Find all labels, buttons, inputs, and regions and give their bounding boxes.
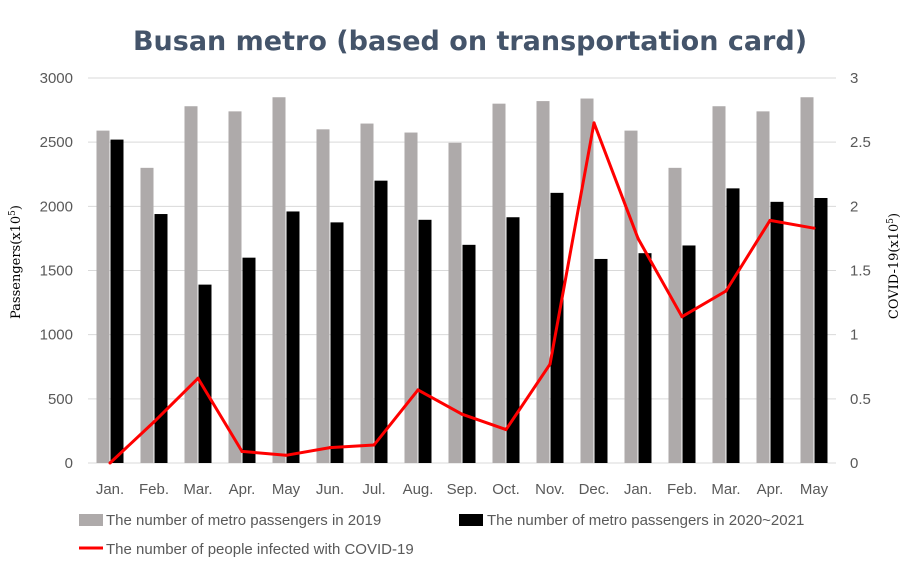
y-axis-ticks: 0 500 1000 1500 2000 2500 3000 bbox=[40, 70, 73, 472]
legend-label-2020-2021: The number of metro passengers in 2020~2… bbox=[487, 512, 804, 529]
bar-2019 bbox=[624, 130, 638, 463]
y2-tick-label: 1 bbox=[850, 327, 858, 344]
covid-point bbox=[812, 226, 816, 230]
bar-2019 bbox=[800, 97, 814, 463]
bar-2020-2021 bbox=[198, 284, 212, 463]
bar-2020-2021 bbox=[770, 201, 784, 463]
bar-2020-2021 bbox=[726, 188, 740, 463]
bar-2019 bbox=[712, 106, 726, 463]
covid-point bbox=[636, 236, 640, 240]
bar-2020-2021 bbox=[814, 197, 828, 463]
y2-tick-label: 0 bbox=[850, 455, 858, 472]
covid-point bbox=[548, 362, 552, 366]
x-tick-label: Feb. bbox=[139, 481, 169, 498]
covid-point bbox=[768, 218, 772, 222]
bar-2020-2021 bbox=[374, 180, 388, 463]
legend: The number of metro passengers in 2019 T… bbox=[79, 512, 804, 558]
bar-2019 bbox=[404, 132, 418, 463]
bar-2019 bbox=[228, 111, 242, 463]
bar-2019 bbox=[184, 106, 198, 463]
x-tick-label: Dec. bbox=[579, 481, 610, 498]
bar-2020-2021 bbox=[638, 253, 652, 463]
bar-2019 bbox=[140, 167, 154, 464]
bar-2020-2021 bbox=[110, 139, 124, 463]
bar-2020-2021 bbox=[594, 258, 608, 463]
x-tick-label: Apr. bbox=[229, 481, 256, 498]
bar-2020-2021 bbox=[242, 257, 256, 463]
y-tick-label: 1500 bbox=[40, 263, 73, 280]
bar-2019 bbox=[756, 111, 770, 463]
gridlines bbox=[88, 77, 836, 464]
x-tick-label: Sep. bbox=[447, 481, 478, 498]
bar-2019 bbox=[536, 101, 550, 463]
y-tick-label: 2500 bbox=[40, 134, 73, 151]
bar-2020-2021 bbox=[286, 211, 300, 463]
x-tick-label: Feb. bbox=[667, 481, 697, 498]
y-axis-title: Passengers(x105) bbox=[8, 205, 24, 319]
legend-label-2019: The number of metro passengers in 2019 bbox=[106, 512, 381, 529]
x-tick-label: Aug. bbox=[403, 481, 434, 498]
covid-point bbox=[328, 446, 332, 450]
y2-tick-label: 2 bbox=[850, 198, 858, 215]
covid-point bbox=[284, 453, 288, 457]
x-tick-label: Jan. bbox=[624, 481, 652, 498]
x-tick-label: May bbox=[272, 481, 301, 498]
covid-point bbox=[152, 420, 156, 424]
covid-point bbox=[504, 428, 508, 432]
covid-point bbox=[460, 412, 464, 416]
covid-point bbox=[196, 376, 200, 380]
bar-2019 bbox=[272, 97, 286, 463]
bar-2019 bbox=[492, 103, 506, 464]
y-tick-label: 3000 bbox=[40, 70, 73, 87]
covid-point bbox=[416, 388, 420, 392]
bar-2020-2021 bbox=[682, 245, 696, 463]
bar-2019 bbox=[96, 130, 110, 463]
y2-axis-title: COVID-19(x105) bbox=[886, 213, 902, 319]
y2-tick-label: 1.5 bbox=[850, 263, 871, 280]
covid-point bbox=[592, 121, 596, 125]
x-tick-label: Mar. bbox=[183, 481, 212, 498]
legend-label-covid: The number of people infected with COVID… bbox=[106, 541, 414, 558]
legend-swatch-2020-2021 bbox=[459, 514, 483, 526]
x-tick-label: Oct. bbox=[492, 481, 520, 498]
x-tick-label: Jul. bbox=[362, 481, 385, 498]
bar-2020-2021 bbox=[154, 214, 168, 463]
y-tick-label: 1000 bbox=[40, 327, 73, 344]
covid-point bbox=[724, 289, 728, 293]
bar-2020-2021 bbox=[330, 222, 344, 463]
legend-swatch-2019 bbox=[79, 514, 103, 526]
bar-2020-2021 bbox=[462, 244, 476, 463]
y-tick-label: 2000 bbox=[40, 198, 73, 215]
covid-point bbox=[240, 449, 244, 453]
chart-title: Busan metro (based on transportation car… bbox=[133, 26, 807, 57]
bar-2019 bbox=[316, 129, 330, 464]
bar-2019 bbox=[668, 167, 682, 464]
covid-point bbox=[680, 315, 684, 319]
x-tick-label: Nov. bbox=[535, 481, 565, 498]
x-tick-label: Jan. bbox=[96, 481, 124, 498]
y-tick-label: 500 bbox=[48, 391, 73, 408]
covid-point bbox=[108, 461, 112, 465]
x-axis-ticks: Jan. Feb. Mar. Apr. May Jun. Jul. Aug. Sep. Oct. N… bbox=[96, 481, 829, 498]
x-tick-label: May bbox=[800, 481, 829, 498]
x-tick-label: Apr. bbox=[757, 481, 784, 498]
y-tick-label: 0 bbox=[65, 455, 73, 472]
covid-series-line bbox=[108, 121, 815, 465]
x-tick-label: Mar. bbox=[711, 481, 740, 498]
x-tick-label: Jun. bbox=[316, 481, 344, 498]
bar-2019 bbox=[360, 123, 374, 463]
y2-axis-ticks: 0 0.5 1 1.5 2 2.5 3 bbox=[850, 70, 871, 472]
y2-tick-label: 2.5 bbox=[850, 134, 871, 151]
bar-2020-2021 bbox=[506, 217, 520, 463]
bar-2019 bbox=[448, 142, 462, 463]
covid-point bbox=[372, 443, 376, 447]
covid-line bbox=[108, 121, 816, 465]
y2-tick-label: 0.5 bbox=[850, 391, 871, 408]
bar-2019 bbox=[580, 98, 594, 464]
bar-2020-2021 bbox=[418, 219, 432, 463]
bars bbox=[96, 97, 828, 464]
y2-tick-label: 3 bbox=[850, 70, 858, 87]
